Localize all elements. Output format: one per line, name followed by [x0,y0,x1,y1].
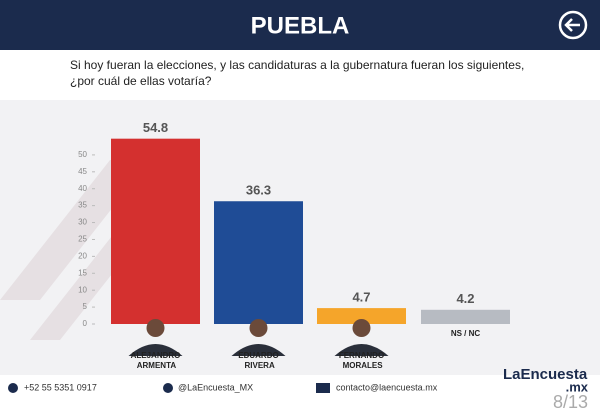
brand-suffix: .mx [566,379,589,394]
email-icon [316,383,330,393]
x-tick-label: EDUARDO RIVERA [238,351,278,370]
brand: LaEncuesta [503,366,588,383]
bar [421,309,510,324]
bar [111,138,200,324]
y-tick-label: 10 [78,285,87,294]
y-tick-label: 0 [83,319,88,328]
question-line: Si hoy fueran la elecciones, y las candi… [70,58,524,72]
candidate-photo [334,319,389,356]
page-number: 8/13 [553,392,588,412]
value-label: 4.2 [456,291,474,306]
y-tick-label: 50 [78,150,87,159]
question-line: ¿por cuál de ellas votaría? [70,74,212,88]
footer-bar [0,378,600,420]
x-tick-label: FERNANDO MORALES [339,351,384,370]
x-tick-label: ALEJANDRO ARMENTA [131,351,181,370]
y-tick-label: 30 [78,218,87,227]
bar [214,201,303,324]
back-button[interactable] [558,10,588,40]
y-tick-label: 45 [78,167,87,176]
footer-email[interactable]: contacto@laencuesta.mx [336,382,438,392]
candidate-photo [128,319,183,356]
value-label: 54.8 [143,120,168,135]
y-tick-label: 15 [78,268,87,277]
x-tick-label: NS / NC [451,329,481,338]
footer-phone: +52 55 5351 0917 [24,382,97,392]
y-tick-label: 35 [78,201,87,210]
candidate-photo [231,319,286,356]
header-bar [0,0,600,50]
value-label: 36.3 [246,183,271,198]
phone-icon [8,383,18,393]
footer-twitter[interactable]: @LaEncuesta_MX [178,382,253,392]
value-label: 4.7 [352,290,370,305]
header-title: PUEBLA [251,12,350,39]
y-tick-label: 20 [78,251,87,260]
y-tick-label: 25 [78,235,87,244]
bar [317,308,406,324]
y-tick-label: 5 [83,302,88,311]
twitter-icon [163,383,173,393]
y-tick-label: 40 [78,184,87,193]
